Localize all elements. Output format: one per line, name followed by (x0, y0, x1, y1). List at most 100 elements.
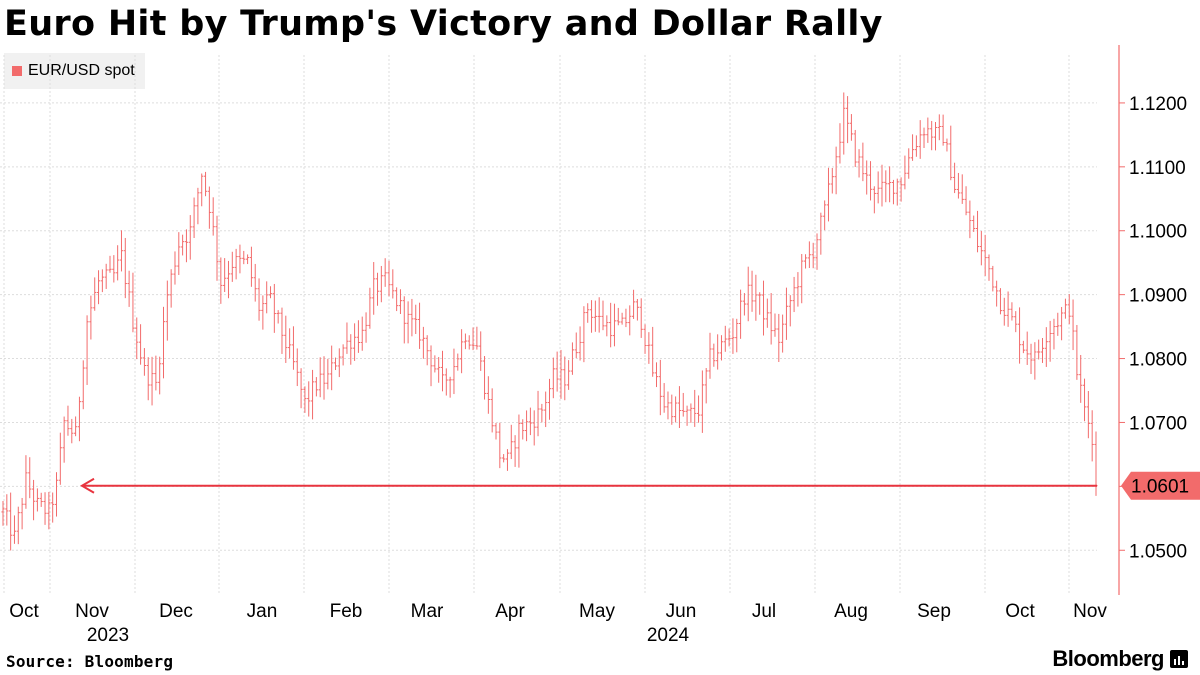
brand-name: Bloomberg (1052, 646, 1164, 671)
ohlc-bar (391, 269, 395, 299)
x-tick-label: Feb (330, 601, 363, 622)
ohlc-bar (1040, 337, 1045, 363)
ohlc-bar (937, 114, 941, 141)
ohlc-bar (727, 328, 731, 347)
legend: EUR/USD spot (4, 53, 145, 89)
ohlc-bar (356, 320, 361, 353)
ohlc-bar (318, 357, 322, 398)
ohlc-bar (203, 171, 208, 197)
y-tick-label: 1.1200 (1129, 94, 1187, 115)
ohlc-bar (647, 332, 651, 364)
ohlc-bar (475, 326, 479, 350)
bloomberg-logo: Bloomberg (1052, 646, 1188, 672)
ohlc-bar (54, 472, 59, 517)
ohlc-bar (849, 114, 854, 141)
ohlc-bar (502, 454, 506, 463)
ohlc-bar (135, 317, 139, 360)
x-tick-label: May (579, 601, 615, 622)
ohlc-bar (624, 308, 628, 328)
ohlc-bar (43, 492, 47, 525)
ohlc-bar (559, 349, 563, 399)
ohlc-bar (704, 368, 708, 404)
ohlc-bar (930, 120, 934, 151)
ohlc-bar (9, 492, 13, 551)
ohlc-bar (326, 358, 330, 390)
ohlc-bar (597, 297, 601, 333)
ohlc-bar (670, 394, 674, 425)
ohlc-bar (524, 410, 529, 442)
ohlc-bar (47, 491, 51, 530)
ohlc-bar (96, 270, 101, 305)
ohlc-bar (899, 177, 903, 202)
ohlc-bar (865, 160, 869, 195)
ohlc-bar (245, 254, 250, 265)
x-tick-label: Mar (411, 601, 444, 622)
x-tick-label: Aug (834, 601, 868, 622)
ohlc-bar (941, 114, 945, 146)
ohlc-bar (345, 322, 349, 354)
ohlc-bar (307, 381, 311, 417)
ohlc-bar (1082, 378, 1087, 422)
ohlc-bar (742, 293, 747, 316)
ohlc-bar (521, 419, 525, 440)
ohlc-bar (735, 318, 739, 353)
ohlc-bar (150, 356, 154, 406)
ohlc-bar (612, 303, 617, 347)
ohlc-bar (1067, 294, 1071, 325)
ohlc-bar (303, 386, 307, 413)
ohlc-bar (781, 314, 785, 353)
ohlc-bar (609, 302, 613, 348)
ohlc-bar (158, 356, 162, 395)
ohlc-bar (956, 172, 961, 199)
ohlc-bar (845, 96, 850, 144)
ohlc-bar (93, 277, 97, 311)
ohlc-bar (223, 258, 227, 293)
ohlc-bar (398, 289, 403, 315)
ohlc-bar (513, 435, 517, 467)
ohlc-bar (184, 229, 189, 263)
ohlc-bar (838, 123, 842, 164)
ohlc-bar (112, 255, 116, 283)
ohlc-bar (658, 359, 662, 416)
ohlc-bar (280, 307, 284, 354)
x-tick-label: Sep (917, 601, 951, 622)
x-tick-label: Apr (495, 601, 525, 622)
ohlc-bar (375, 272, 380, 306)
ohlc-bar (460, 329, 464, 374)
ohlc-bar (651, 326, 655, 377)
ohlc-bar (51, 492, 55, 523)
ohlc-bar (330, 345, 334, 391)
ohlc-bar (20, 497, 24, 530)
last-value-badge (1121, 471, 1200, 500)
ohlc-bar (1002, 297, 1006, 326)
ohlc-bar (387, 260, 391, 297)
ohlc-bar (169, 269, 173, 308)
ohlc-bar (74, 416, 78, 437)
ohlc-bar (417, 302, 422, 349)
ohlc-bar (1017, 307, 1022, 364)
ohlc-bar (777, 313, 781, 362)
ohlc-bar (272, 283, 276, 333)
ohlc-bar (265, 281, 269, 314)
ohlc-bar (1033, 342, 1037, 380)
ohlc-bar (360, 316, 364, 351)
ohlc-bar (479, 331, 483, 371)
ohlc-bar (211, 197, 215, 236)
ohlc-bar (215, 215, 219, 281)
ohlc-bar (643, 324, 647, 354)
ohlc-bar (24, 455, 28, 509)
ohlc-bar (383, 258, 387, 287)
ohlc-bar (666, 391, 670, 420)
ohlc-bar (884, 170, 888, 203)
ohlc-bar (440, 350, 445, 392)
ohlc-bar (123, 237, 127, 299)
ohlc-bar (257, 278, 261, 321)
last-value-label: 1.0601 (1131, 477, 1189, 498)
x-tick-label: Jun (666, 601, 697, 622)
ohlc-bar (5, 494, 9, 526)
ohlc-bar (773, 313, 777, 337)
ohlc-bar (39, 492, 43, 507)
y-tick-label: 1.0800 (1129, 350, 1187, 371)
ohlc-bar (490, 388, 494, 433)
ohlc-bar (639, 298, 643, 338)
